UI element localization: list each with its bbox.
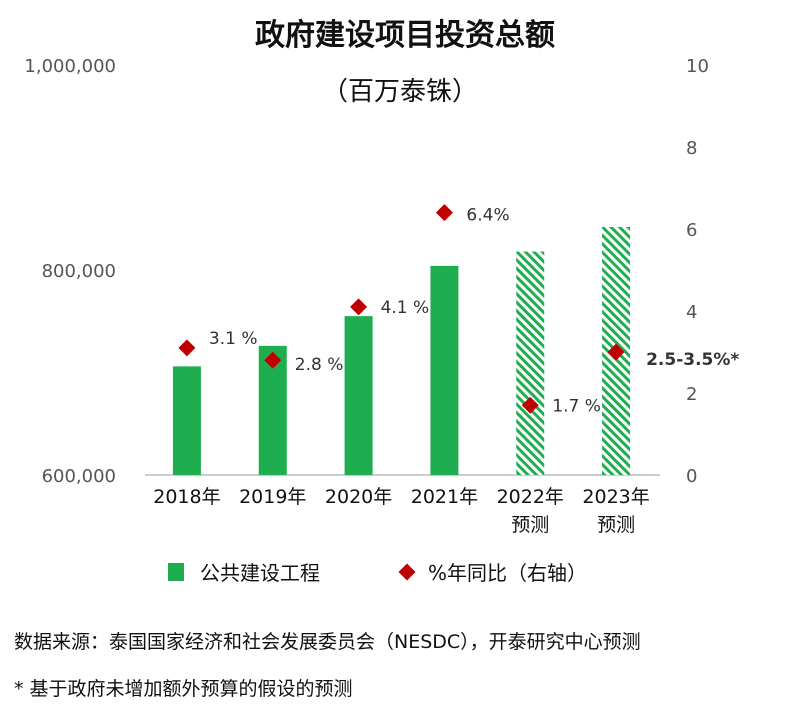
y-right-tick-label: 2 [686, 384, 697, 405]
yoy-point [178, 339, 196, 357]
yoy-point [264, 351, 282, 369]
legend-diamond-icon [398, 563, 416, 581]
bar [430, 265, 459, 475]
data-label: 1.7 % [552, 396, 601, 416]
legend-label-bars: 公共建设工程 [200, 561, 320, 585]
chart-title: 政府建设项目投资总额 [255, 18, 555, 53]
y-right-tick-label: 6 [686, 220, 697, 241]
data-label: 6.4% [466, 206, 509, 226]
y-right-tick-label: 0 [686, 466, 697, 487]
bar [344, 316, 373, 475]
x-tick-label: 2020年 [325, 486, 392, 508]
x-tick-label: 2022年 [497, 486, 564, 508]
x-tick-label: 预测 [511, 514, 549, 536]
source-note: 数据来源：泰国国家经济和社会发展委员会（NESDC），开泰研究中心预测 [14, 631, 641, 653]
y-right-tick-label: 10 [686, 56, 709, 77]
legend-bar-swatch [168, 563, 184, 581]
yoy-point [607, 343, 625, 361]
y-left-tick-label: 800,000 [42, 261, 116, 282]
data-label: 2.5-3.5%* [646, 350, 739, 370]
yoy-point [350, 298, 368, 316]
yoy-point [435, 204, 453, 222]
bar [172, 366, 201, 475]
footnote: * 基于政府未增加额外预算的假设的预测 [14, 678, 353, 700]
x-tick-label: 预测 [597, 514, 635, 536]
data-label: 3.1 % [209, 329, 258, 349]
y-left-tick-label: 600,000 [42, 466, 116, 487]
x-tick-label: 2021年 [411, 486, 478, 508]
x-tick-label: 2018年 [153, 486, 220, 508]
y-right-tick-label: 8 [686, 138, 697, 159]
data-label: 4.1 % [381, 298, 430, 318]
bar [516, 251, 545, 475]
chart-subtitle: （百万泰铢） [322, 77, 478, 107]
x-tick-label: 2023年 [582, 486, 649, 508]
legend-label-yoy: %年同比（右轴） [428, 561, 587, 585]
data-label: 2.8 % [295, 355, 344, 375]
y-left-tick-label: 1,000,000 [24, 56, 116, 77]
yoy-point [521, 396, 539, 414]
x-tick-label: 2019年 [239, 486, 306, 508]
y-right-tick-label: 4 [686, 302, 697, 323]
